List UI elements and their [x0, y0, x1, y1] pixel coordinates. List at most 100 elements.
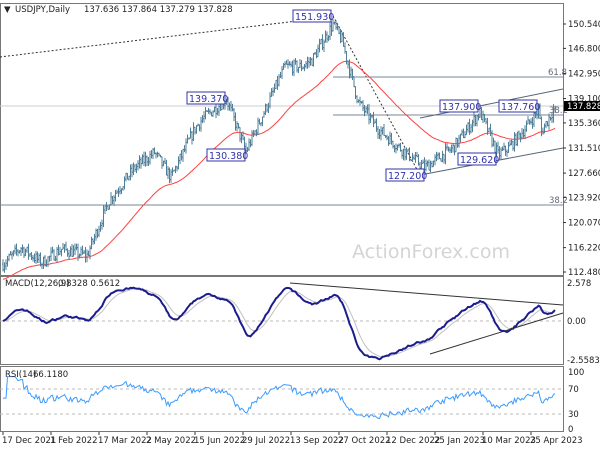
ohlc-bar: [150, 149, 153, 159]
price-tick-label: 123.920: [568, 193, 600, 203]
ohlc-bar: [99, 222, 102, 232]
ohlc-bar: [444, 143, 447, 165]
ohlc-bar: [42, 256, 45, 270]
ohlc-bar: [473, 111, 475, 127]
swing-label-box: [292, 9, 332, 23]
price-tick-label: 146.800: [568, 44, 600, 54]
triangle-down-icon[interactable]: ▼: [4, 5, 11, 15]
ohlc-bar: [365, 106, 367, 114]
macd-tick-zero: 0.00: [567, 317, 586, 327]
price-tick-label: 135.360: [568, 119, 600, 129]
ohlc-bar: [531, 117, 534, 129]
ohlc-bar: [167, 166, 169, 180]
ohlc-bar: [134, 163, 136, 172]
ohlc-bar: [272, 87, 274, 97]
swing-label-box: [206, 148, 246, 162]
ohlc-bar: [312, 52, 315, 67]
ohlc-bar: [140, 157, 142, 169]
date-tick-label: 25 Apr 2023: [530, 436, 583, 446]
ohlc-bar: [234, 112, 237, 131]
ohlc-bar: [266, 103, 268, 113]
ohlc-bar: [512, 140, 514, 151]
ohlc-bar: [344, 42, 346, 54]
ohlc-bar: [3, 262, 6, 273]
ohlc-bar: [215, 102, 217, 119]
channel-upper-line: [419, 88, 564, 119]
date-tick-label: 13 Sep 2022: [290, 436, 344, 446]
ohlc-bar: [522, 128, 525, 138]
swing-label: 130.380: [209, 151, 248, 162]
date-tick-label: 17 Mar 2022: [98, 436, 152, 446]
ohlc-bar: [170, 169, 172, 183]
ohlc-bar: [530, 118, 532, 125]
ohlc-bar: [542, 127, 544, 135]
ohlc-bar: [36, 251, 39, 263]
ohlc-bar: [62, 243, 64, 250]
ohlc-bar: [428, 159, 430, 171]
price-tick-label: 112.480: [568, 268, 600, 278]
date-tick-label: 25 Jan 2023: [434, 436, 485, 446]
ohlc-bar: [144, 151, 147, 167]
ohlc-bar: [80, 246, 82, 257]
ohlc-bar: [438, 152, 441, 160]
ohlc-bar: [156, 151, 159, 158]
ohlc-bar: [450, 144, 453, 154]
ohlc-bar: [96, 228, 99, 239]
date-tick-label: 10 Mar 2023: [482, 436, 536, 446]
macd-signal-line: [2, 288, 556, 358]
ohlc-bar: [183, 145, 186, 153]
ohlc-bar: [240, 132, 243, 144]
ohlc-bar: [453, 144, 456, 156]
ohlc-bar: [405, 147, 408, 160]
ohlc-bar: [249, 139, 252, 148]
ohlc-bar: [14, 244, 16, 255]
ohlc-bar: [375, 118, 378, 132]
ohlc-bar: [297, 66, 300, 74]
ohlc-bar: [60, 248, 63, 257]
ohlc-bar: [179, 153, 181, 165]
ohlc-bar: [251, 130, 253, 147]
ohlc-bar: [54, 255, 57, 262]
ohlc-bar: [468, 118, 471, 135]
ohlc-bar: [21, 244, 24, 254]
swing-label: 127.200: [388, 171, 427, 182]
ohlc-bar: [455, 137, 457, 153]
rsi-panel: [0, 366, 564, 432]
ohlc-bar: [263, 110, 265, 118]
ohlc-bar: [426, 160, 429, 167]
ohlc-bar: [125, 172, 127, 182]
ohlc-bar: [545, 121, 547, 129]
ohlc-bar: [353, 75, 355, 88]
ohlc-bar: [189, 127, 192, 139]
ohlc-bar: [317, 44, 319, 58]
ohlc-bar: [462, 128, 465, 139]
ohlc-bar: [5, 259, 7, 271]
current-price-label: 137.828: [567, 102, 600, 112]
rsi-tick-30: 30: [568, 410, 579, 420]
ohlc-bar: [447, 146, 450, 152]
swing-label-box: [385, 168, 425, 182]
ohlc-bar: [303, 64, 306, 72]
ohlc-bar: [525, 120, 528, 132]
date-tick-label: 17 Dec 2021: [2, 436, 56, 446]
price-tick-label: 139.100: [568, 95, 600, 105]
ohlc-bar: [15, 243, 18, 256]
ohlc-bar: [401, 149, 403, 159]
ohlc-bar: [6, 255, 9, 267]
ohlc-bar: [53, 249, 55, 261]
ohlc-bar: [66, 248, 69, 257]
rsi-tick-100: 100: [568, 368, 584, 378]
ohlc-bar: [41, 262, 43, 269]
ohlc-bar: [291, 60, 294, 76]
date-tick-label: 12 Dec 2022: [386, 436, 440, 446]
ohlc-bar: [470, 123, 472, 134]
ohlc-bar: [524, 125, 526, 139]
ohlc-bar: [111, 195, 114, 205]
ohlc-bar: [482, 110, 484, 124]
ohlc-bar: [386, 134, 388, 141]
ohlc-bar: [119, 186, 121, 195]
fib-61-8-label: 61.8: [548, 68, 567, 78]
ohlc-bar: [281, 65, 283, 80]
ohlc-bar: [311, 57, 313, 66]
